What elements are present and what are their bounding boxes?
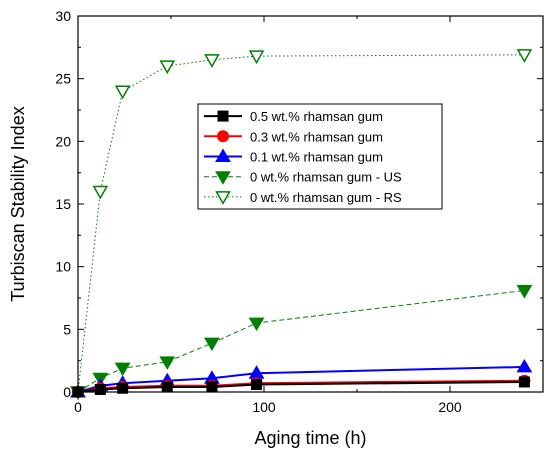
legend-marker-3 bbox=[215, 148, 231, 162]
x-tick-label: 0 bbox=[74, 399, 82, 415]
data-point-series-5 bbox=[114, 85, 131, 100]
x-tick-label: 200 bbox=[438, 399, 462, 415]
data-point-series-5 bbox=[92, 185, 109, 200]
data-point-series-5 bbox=[516, 49, 533, 63]
y-tick-label: 0 bbox=[63, 384, 71, 400]
data-point-series-4 bbox=[114, 362, 131, 377]
y-tick-label: 5 bbox=[63, 321, 71, 337]
series-line-4 bbox=[77, 289, 525, 393]
x-tick-label: 100 bbox=[252, 399, 276, 415]
y-tick-label: 10 bbox=[55, 259, 71, 275]
data-point-series-3 bbox=[516, 358, 533, 373]
legend: 0.5 wt.% rhamsan gum 0.3 wt.% rhamsan gum… bbox=[197, 103, 443, 210]
data-point-series-5 bbox=[248, 50, 265, 65]
legend-label-5: 0 wt.% rhamsan gum - RS bbox=[250, 190, 402, 205]
data-point-series-1 bbox=[206, 381, 218, 393]
legend-label-3: 0.1 wt.% rhamsan gum bbox=[250, 150, 383, 165]
legend-marker-2 bbox=[217, 130, 229, 143]
y-tick-label: 25 bbox=[55, 71, 71, 87]
data-point-series-1 bbox=[94, 383, 106, 395]
axes: 0 5 10 15 20 25 30 0 100 200 bbox=[55, 8, 544, 415]
data-point-series-5 bbox=[204, 54, 220, 68]
legend-marker-5 bbox=[215, 191, 231, 205]
series-line-1 bbox=[77, 380, 525, 393]
y-tick-label: 15 bbox=[55, 196, 71, 212]
legend-label-1: 0.5 wt.% rhamsan gum bbox=[250, 109, 383, 124]
data-point-series-4 bbox=[159, 356, 176, 370]
legend-marker-4 bbox=[215, 171, 231, 185]
plot-area bbox=[70, 49, 533, 401]
data-point-series-1 bbox=[251, 378, 263, 390]
data-point-series-4 bbox=[248, 317, 265, 332]
legend-label-4: 0 wt.% rhamsan gum - US bbox=[250, 170, 402, 185]
y-axis-title: Turbiscan Stability Index bbox=[8, 106, 28, 301]
data-point-series-1 bbox=[117, 382, 129, 394]
x-axis-title: Aging time (h) bbox=[254, 428, 366, 448]
data-point-series-5 bbox=[159, 60, 176, 75]
data-point-series-4 bbox=[204, 337, 220, 352]
y-tick-label: 30 bbox=[55, 8, 71, 24]
legend-marker-1 bbox=[217, 110, 229, 122]
data-point-series-4 bbox=[516, 284, 533, 299]
y-tick-label: 20 bbox=[55, 133, 71, 149]
data-point-series-1 bbox=[518, 376, 530, 388]
legend-label-2: 0.3 wt.% rhamsan gum bbox=[250, 129, 383, 144]
